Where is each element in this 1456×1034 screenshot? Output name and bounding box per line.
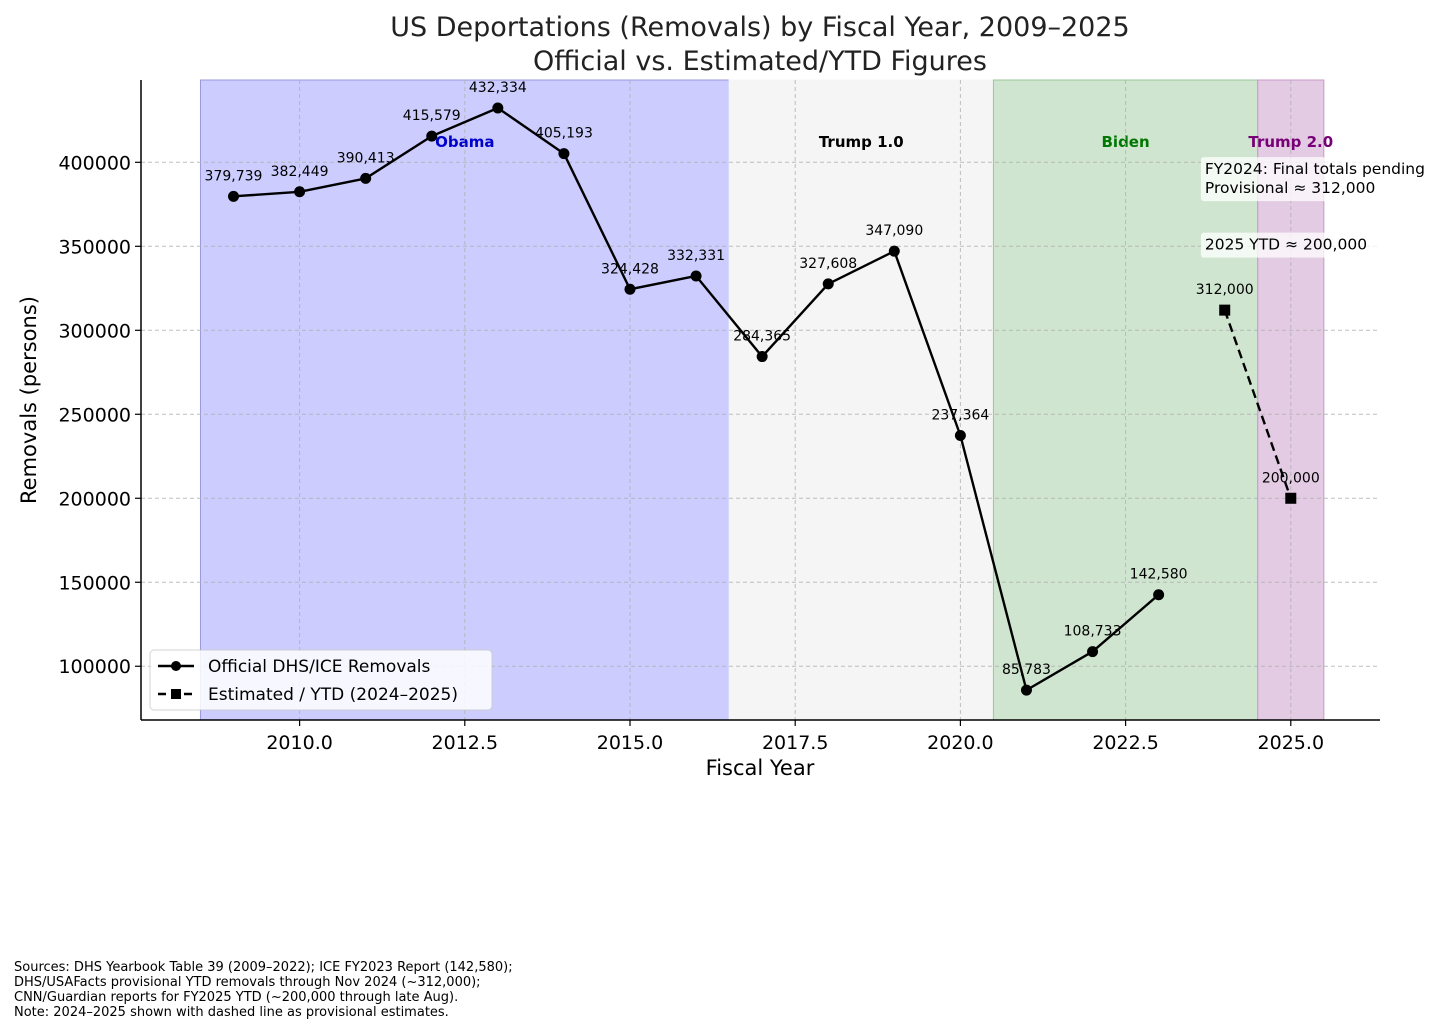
data-point <box>690 270 702 282</box>
x-tick-label: 2015.0 <box>597 732 663 754</box>
y-tick-label: 350000 <box>58 236 131 258</box>
y-axis-label: Removals (persons) <box>17 296 41 504</box>
data-labels: 379,739 382,449 390,413 415,579 432,334 405,1… <box>205 80 1320 678</box>
data-point <box>558 148 570 160</box>
data-point <box>888 245 900 257</box>
deportations-chart: US Deportations (Removals) by Fiscal Yea… <box>17 12 1456 780</box>
data-point <box>822 278 834 290</box>
legend-marker <box>171 689 181 699</box>
data-point <box>360 172 372 184</box>
data-point <box>624 283 636 295</box>
chart-title: US Deportations (Removals) by Fiscal Yea… <box>390 12 1129 43</box>
data-label: 432,334 <box>469 80 527 96</box>
data-point <box>492 102 504 114</box>
annotation-text: Provisional ≈ 312,000 <box>1205 179 1376 197</box>
data-label: 237,364 <box>931 408 989 424</box>
annotation-text: 2025 YTD ≈ 200,000 <box>1205 236 1367 254</box>
data-label: 324,428 <box>601 261 659 277</box>
data-label: 405,193 <box>535 126 593 142</box>
x-tick-label: 2022.5 <box>1092 732 1158 754</box>
data-label: 415,579 <box>403 108 461 124</box>
data-series <box>228 102 1297 696</box>
sources-line: DHS/USAFacts provisional YTD removals th… <box>14 975 481 990</box>
era-label: Trump 1.0 <box>819 133 904 151</box>
sources-line: Note: 2024–2025 shown with dashed line a… <box>14 1005 449 1020</box>
data-point <box>1219 304 1231 316</box>
data-label: 327,608 <box>799 256 857 272</box>
annotation-box <box>1200 232 1379 258</box>
data-label: 312,000 <box>1196 282 1254 298</box>
y-tick-label: 250000 <box>58 404 131 426</box>
estimated-series-line <box>1223 309 1292 499</box>
data-label: 108,733 <box>1064 624 1122 640</box>
data-label: 200,000 <box>1262 470 1320 486</box>
data-label: 382,449 <box>271 164 329 180</box>
data-label: 332,331 <box>667 248 725 264</box>
data-point <box>1153 589 1165 601</box>
y-tick-label: 400000 <box>58 152 131 174</box>
y-tick-label: 100000 <box>58 656 131 678</box>
data-point <box>1087 646 1099 658</box>
x-tick-label: 2017.5 <box>762 732 828 754</box>
sources-note: Sources: DHS Yearbook Table 39 (2009–202… <box>14 960 513 1020</box>
data-label: 142,580 <box>1130 567 1188 583</box>
data-label: 85,783 <box>1002 662 1051 678</box>
y-tick-label: 200000 <box>58 488 131 510</box>
sources-line: Sources: DHS Yearbook Table 39 (2009–202… <box>14 960 513 975</box>
data-label: 347,090 <box>865 223 923 239</box>
legend-marker <box>171 661 181 671</box>
data-label: 390,413 <box>337 150 395 166</box>
data-point <box>426 130 438 142</box>
x-axis-label: Fiscal Year <box>706 756 815 780</box>
x-tick-label: 2012.5 <box>432 732 498 754</box>
x-tick-label: 2025.0 <box>1258 732 1324 754</box>
era-label: Obama <box>435 133 494 151</box>
data-point <box>1020 684 1032 696</box>
chart-subtitle: Official vs. Estimated/YTD Figures <box>533 46 987 77</box>
data-label: 284,365 <box>733 329 791 345</box>
data-point <box>954 430 966 442</box>
sources-line: CNN/Guardian reports for FY2025 YTD (~20… <box>14 990 459 1005</box>
data-point <box>1285 492 1297 504</box>
era-label: Trump 2.0 <box>1248 133 1333 151</box>
legend-box <box>149 649 493 711</box>
data-point <box>294 186 306 198</box>
y-tick-label: 150000 <box>58 572 131 594</box>
annotations: FY2024: Final totals pendingProvisional … <box>1200 157 1456 258</box>
y-tick-label: 300000 <box>58 320 131 342</box>
axes: 2010.0 2012.5 2015.0 2017.5 2020.0 2022.5 2025… <box>58 80 1380 754</box>
annotation-box <box>1200 157 1456 202</box>
x-tick-label: 2020.0 <box>927 732 993 754</box>
era-band <box>728 79 994 721</box>
era-label: Biden <box>1102 133 1150 151</box>
data-point <box>756 351 768 363</box>
legend-label: Official DHS/ICE Removals <box>208 657 431 677</box>
data-label: 379,739 <box>205 168 263 184</box>
annotation-text: FY2024: Final totals pending <box>1205 160 1425 178</box>
legend: Official DHS/ICE Removals Estimated / YTD… <box>149 649 493 711</box>
legend-label: Estimated / YTD (2024–2025) <box>208 685 458 705</box>
x-tick-label: 2010.0 <box>266 732 332 754</box>
data-point <box>228 190 240 202</box>
